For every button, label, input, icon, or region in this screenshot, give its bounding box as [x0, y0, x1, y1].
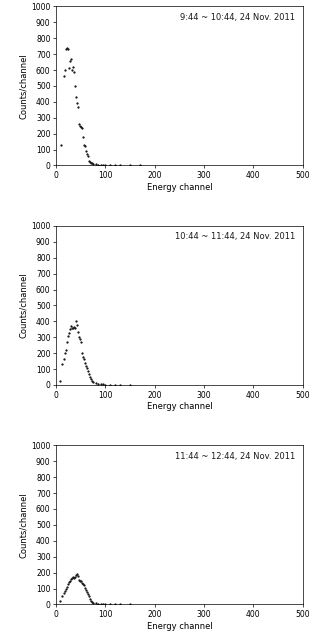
X-axis label: Energy channel: Energy channel [147, 183, 212, 192]
Y-axis label: Counts/channel: Counts/channel [19, 492, 28, 557]
Text: 11:44 ~ 12:44, 24 Nov. 2011: 11:44 ~ 12:44, 24 Nov. 2011 [175, 452, 295, 461]
X-axis label: Energy channel: Energy channel [147, 622, 212, 631]
Y-axis label: Counts/channel: Counts/channel [19, 53, 28, 119]
Y-axis label: Counts/channel: Counts/channel [19, 273, 28, 338]
Text: 9:44 ~ 10:44, 24 Nov. 2011: 9:44 ~ 10:44, 24 Nov. 2011 [180, 13, 295, 22]
Text: 10:44 ~ 11:44, 24 Nov. 2011: 10:44 ~ 11:44, 24 Nov. 2011 [175, 232, 295, 241]
X-axis label: Energy channel: Energy channel [147, 403, 212, 412]
